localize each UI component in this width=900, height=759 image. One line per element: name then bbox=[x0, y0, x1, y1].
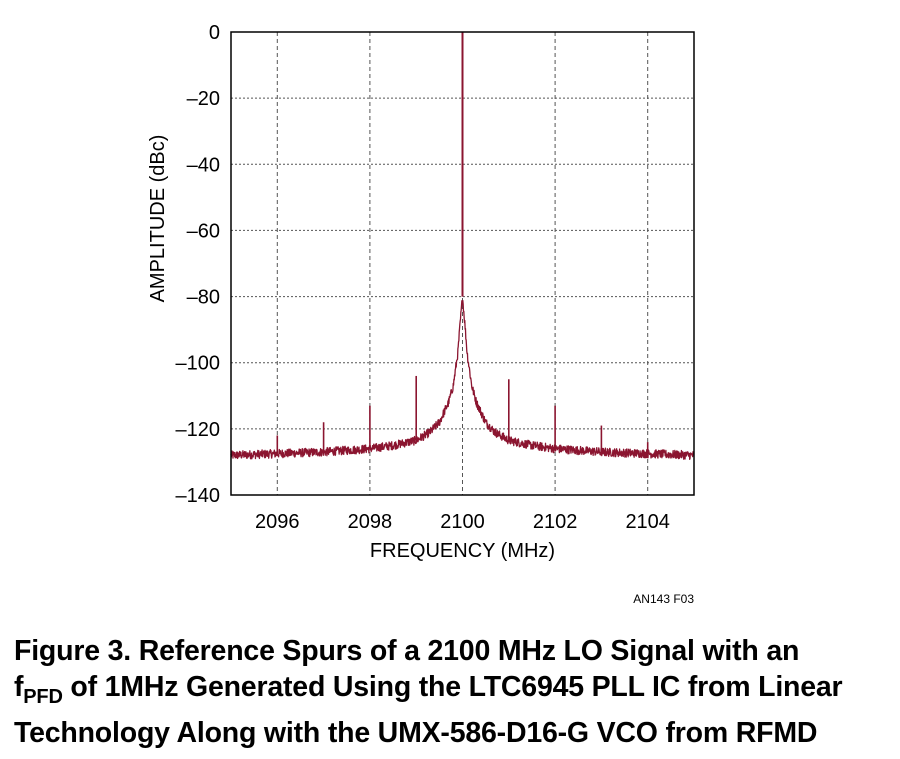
y-tick-label: 0 bbox=[209, 22, 220, 44]
x-axis-ticks: 2096 2098 2100 2102 2104 bbox=[255, 511, 670, 533]
x-axis-label: FREQUENCY (MHz) bbox=[370, 540, 555, 562]
spectrum-chart: 2096 2098 2100 2102 2104 0 –20 –40 –60 –80 –100 –1… bbox=[147, 22, 695, 606]
y-tick-label: –100 bbox=[176, 353, 221, 375]
x-tick-label: 2100 bbox=[440, 511, 485, 533]
figure-id: AN143 F03 bbox=[633, 592, 694, 606]
y-tick-label: –40 bbox=[187, 154, 220, 176]
x-tick-label: 2098 bbox=[348, 511, 393, 533]
x-tick-label: 2096 bbox=[255, 511, 300, 533]
spectrum-trace bbox=[230, 32, 695, 460]
caption-line-1: Figure 3. Reference Spurs of a 2100 MHz … bbox=[14, 635, 800, 667]
caption-line-2-rest: of 1MHz Generated Using the LTC6945 PLL … bbox=[62, 671, 843, 703]
y-axis-label: AMPLITUDE (dBc) bbox=[147, 135, 169, 303]
caption-f: f bbox=[14, 671, 24, 703]
caption-subscript: PFD bbox=[23, 686, 63, 708]
y-tick-label: –20 bbox=[187, 88, 220, 110]
x-tick-label: 2104 bbox=[625, 511, 670, 533]
y-tick-label: –140 bbox=[176, 485, 221, 507]
caption-line-3: Technology Along with the UMX-586-D16-G … bbox=[14, 717, 818, 749]
caption-line-2: fPFD of 1MHz Generated Using the LTC6945… bbox=[14, 669, 894, 715]
y-axis-ticks: 0 –20 –40 –60 –80 –100 –120 –140 bbox=[176, 22, 221, 507]
y-tick-label: –60 bbox=[187, 220, 220, 242]
x-tick-label: 2102 bbox=[533, 511, 578, 533]
plot-frame bbox=[230, 31, 695, 496]
y-tick-label: –80 bbox=[187, 287, 220, 309]
y-tick-label: –120 bbox=[176, 419, 221, 441]
figure-caption: Figure 3. Reference Spurs of a 2100 MHz … bbox=[14, 633, 894, 751]
noise-floor-line bbox=[230, 299, 695, 460]
